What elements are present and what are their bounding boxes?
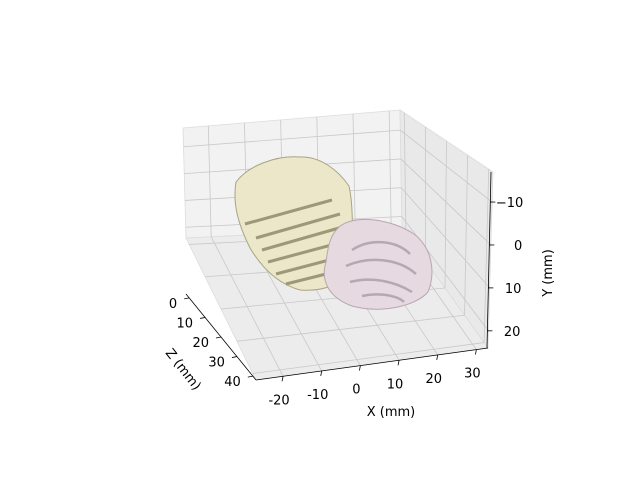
x-tick-mark (397, 360, 400, 366)
y-gridline (401, 187, 491, 289)
z-gridline (236, 314, 465, 342)
z-tick-mark (200, 317, 206, 319)
y-tick-label: −10 (496, 196, 523, 211)
x-tick-label: 30 (464, 367, 481, 382)
z-gridline (483, 169, 490, 343)
z-axis-label: Z (mm) (162, 346, 204, 393)
x-ticks: -20 -10 0 10 20 30 (268, 349, 481, 408)
x-tick-mark (359, 365, 361, 371)
x-axis-label: X (mm) (367, 405, 416, 420)
y-tick-label: 0 (514, 239, 522, 254)
x-tick-mark (320, 370, 323, 377)
z-gridline (464, 155, 469, 316)
x-gridline (388, 110, 392, 229)
z-tick-label: 0 (169, 297, 177, 312)
z-tick-label: 40 (224, 375, 241, 390)
y-gridline (183, 129, 401, 148)
y-axis-label: Y (mm) (541, 249, 556, 298)
y-tick-label: 20 (504, 325, 521, 340)
pink-swirl (349, 278, 413, 294)
cream-band (244, 198, 333, 226)
x-tick-label: -20 (268, 393, 289, 408)
pink-swirl (351, 240, 411, 255)
x-axis-line (255, 347, 489, 381)
y-ticks: −10 0 10 20 (487, 196, 523, 340)
z-ticks: 010 20 30 40 (169, 297, 253, 390)
z-tick-label: 20 (192, 336, 209, 351)
z-tick-label: 10 (177, 316, 194, 331)
cream-band (255, 212, 341, 240)
x-tick-label: 0 (352, 383, 360, 398)
x-gridline (207, 125, 212, 237)
x-tick-label: 20 (425, 372, 442, 387)
pink-body (323, 218, 433, 310)
y-gridline (400, 158, 492, 246)
z-tick-label: 30 (208, 356, 225, 371)
z-tick-mark (231, 356, 237, 358)
x-tick-label: -10 (307, 388, 328, 403)
voxel-shape-cream (234, 156, 353, 291)
z-tick-mark (215, 336, 222, 339)
z-gridline (444, 140, 447, 289)
x-gridline (352, 113, 356, 231)
z-gridline (252, 342, 485, 374)
x-tick-mark (436, 354, 439, 361)
y-gridline (400, 129, 493, 203)
z-tick-mark (184, 297, 190, 300)
pink-texture (345, 240, 417, 303)
voxel-shape-pink (323, 218, 433, 310)
y-tick-label: 10 (505, 282, 522, 297)
y-axis-line (486, 171, 492, 349)
cream-band (261, 224, 347, 252)
x-tick-label: 10 (387, 377, 404, 392)
z-tick-mark (247, 375, 253, 378)
pink-swirl (361, 293, 405, 303)
pink-swirl (345, 258, 417, 275)
x-tick-mark (475, 349, 477, 355)
x-tick-mark (281, 376, 284, 382)
